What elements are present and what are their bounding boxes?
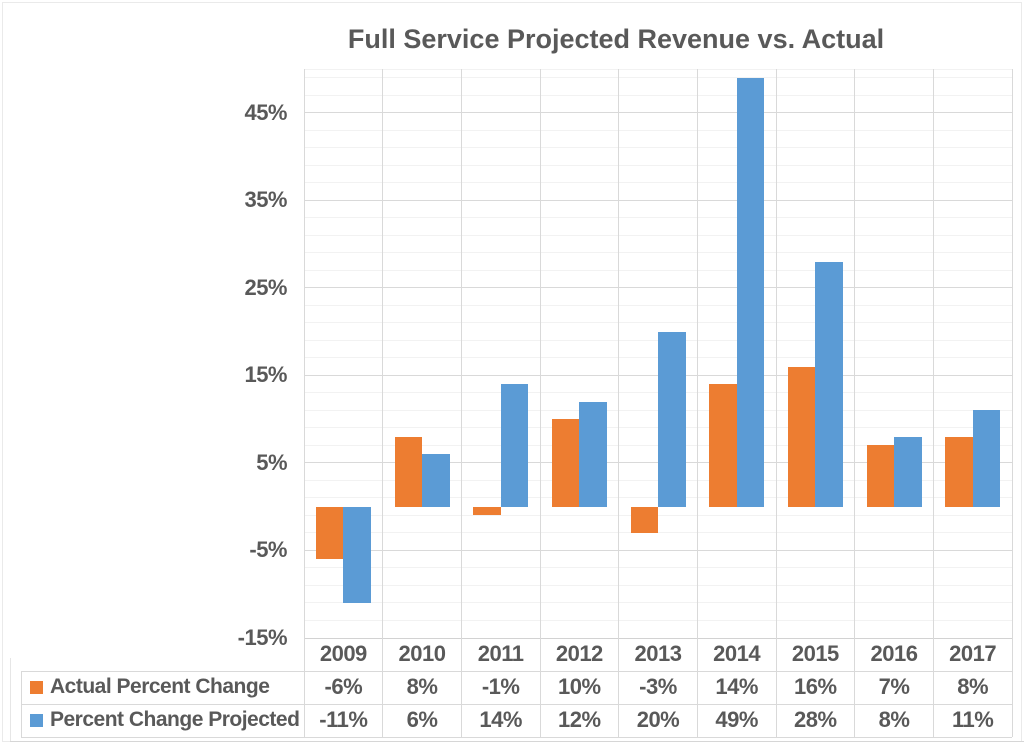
vertical-gridline [460, 69, 462, 737]
bar-actual-2009 [315, 506, 344, 560]
vertical-gridline [775, 69, 777, 737]
value-cell-actual-2017: 8% [957, 674, 989, 699]
bar-actual-2010 [394, 436, 422, 507]
y-axis-tick-label: -15% [237, 625, 288, 650]
bar-projected-2012 [579, 401, 607, 507]
year-cell-2011: 2011 [477, 641, 524, 666]
bar-projected-2014 [736, 77, 765, 507]
bar-actual-2013 [630, 506, 658, 533]
bar-projected-2015 [815, 261, 843, 507]
minor-gridline [304, 147, 1012, 149]
major-gridline [304, 549, 1012, 551]
bar-projected-2009 [343, 506, 371, 603]
minor-gridline [304, 164, 1012, 166]
value-cell-projected-2010: 6% [406, 707, 438, 732]
bar-actual-2012 [551, 419, 580, 507]
bar-actual-2017 [945, 436, 973, 507]
vertical-gridline [932, 69, 934, 737]
bar-actual-2014 [709, 384, 737, 507]
value-cell-projected-2017: 11% [951, 707, 994, 732]
year-cell-2013: 2013 [634, 641, 682, 666]
bar-projected-2011 [500, 384, 529, 507]
value-cell-projected-2014: 49% [715, 707, 758, 732]
minor-gridline [304, 217, 1012, 219]
value-cell-projected-2016: 8% [878, 707, 910, 732]
left-edge-line [10, 658, 11, 741]
major-gridline [304, 199, 1012, 201]
value-cell-actual-2013: -3% [639, 674, 677, 699]
y-axis-tick-label: 15% [244, 362, 287, 388]
minor-gridline [304, 567, 1012, 569]
bar-actual-2016 [866, 445, 894, 507]
legend-label-actual: Actual Percent Change [50, 675, 270, 698]
vertical-gridline [1011, 69, 1013, 737]
year-cell-2009: 2009 [319, 641, 367, 666]
value-cell-actual-2009: -6% [324, 674, 363, 699]
major-gridline [304, 287, 1012, 289]
year-cell-2015: 2015 [791, 641, 839, 666]
value-cell-actual-2012: 10% [558, 674, 601, 699]
minor-gridline [304, 94, 1012, 96]
y-axis-tick-label: 25% [244, 274, 287, 300]
minor-gridline [304, 252, 1012, 254]
minor-gridline [304, 304, 1012, 306]
table-border-line [21, 670, 1012, 672]
minor-gridline [304, 584, 1012, 586]
legend-swatch-icon-actual [30, 681, 43, 694]
year-cell-2012: 2012 [555, 641, 603, 666]
minor-gridline [304, 532, 1012, 534]
minor-gridline [304, 619, 1012, 621]
vertical-gridline [539, 69, 541, 737]
bar-projected-2013 [658, 331, 686, 507]
vertical-gridline [854, 69, 856, 737]
table-border-line [21, 703, 1012, 705]
vertical-gridline [696, 69, 698, 737]
value-cell-projected-2011: 14% [479, 707, 522, 732]
value-cell-projected-2009: -11% [319, 707, 368, 732]
year-cell-2016: 2016 [870, 641, 918, 666]
value-cell-actual-2010: 8% [406, 674, 438, 699]
year-cell-2017: 2017 [949, 641, 997, 666]
bar-actual-2015 [787, 366, 816, 507]
legend-label-projected: Percent Change Projected [50, 708, 300, 731]
minor-gridline [304, 77, 1012, 79]
value-cell-actual-2011: -1% [481, 674, 520, 699]
bar-projected-2010 [422, 454, 450, 507]
y-axis-tick-label: 5% [256, 449, 287, 475]
minor-gridline [304, 129, 1012, 131]
minor-gridline [304, 602, 1012, 604]
minor-gridline [304, 234, 1012, 236]
y-axis-tick-label: 45% [244, 99, 287, 125]
value-cell-actual-2015: 16% [794, 674, 837, 699]
bar-projected-2016 [894, 436, 922, 507]
chart-title: Full Service Projected Revenue vs. Actua… [347, 24, 885, 54]
major-gridline [304, 112, 1012, 114]
value-cell-actual-2016: 7% [878, 674, 910, 699]
value-cell-actual-2014: 14% [715, 674, 758, 699]
value-cell-projected-2012: 12% [558, 707, 601, 732]
year-cell-2010: 2010 [398, 641, 446, 666]
value-cell-projected-2013: 20% [636, 707, 680, 732]
plot-top-border [304, 68, 1012, 70]
value-cell-projected-2015: 28% [794, 707, 837, 732]
bottom-edge-line [10, 741, 1024, 742]
vertical-gridline [382, 69, 384, 737]
y-axis-tick-label: -5% [249, 537, 287, 563]
minor-gridline [304, 182, 1012, 184]
minor-gridline [304, 269, 1012, 271]
year-cell-2014: 2014 [713, 641, 761, 666]
vertical-gridline [303, 69, 305, 737]
x-axis-line [304, 637, 1012, 639]
bar-actual-2011 [473, 506, 501, 516]
y-axis-tick-label: 35% [244, 187, 287, 213]
table-border-line [21, 736, 1012, 738]
legend-swatch-icon-projected [30, 714, 43, 727]
bar-projected-2017 [972, 410, 1001, 507]
table-left-border [21, 670, 22, 737]
minor-gridline [304, 322, 1012, 324]
vertical-gridline [618, 69, 620, 737]
minor-gridline [304, 514, 1012, 516]
